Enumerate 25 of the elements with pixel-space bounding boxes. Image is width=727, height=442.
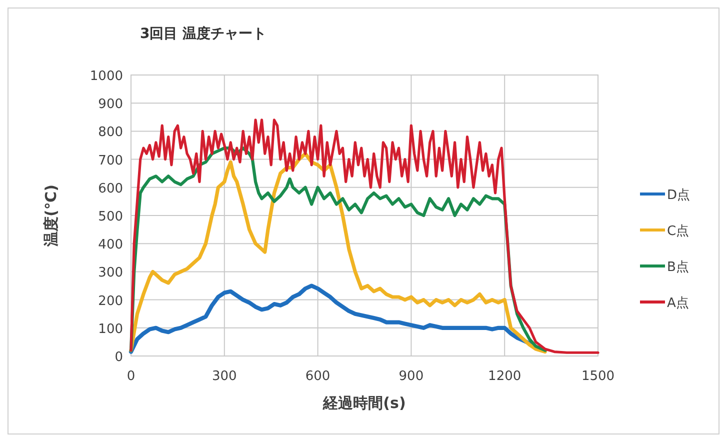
y-tick-label: 300	[98, 266, 123, 281]
y-tick-label: 0	[114, 350, 123, 365]
legend-label: A点	[667, 296, 689, 311]
legend-label: B点	[667, 260, 689, 275]
chart-title: 3回目 温度チャート	[140, 25, 267, 42]
line-series	[130, 118, 600, 354]
legend-label: C点	[667, 224, 690, 239]
y-tick-label: 100	[98, 322, 123, 337]
y-tick-label: 200	[98, 294, 123, 309]
x-axis-title: 経過時間(s)	[322, 394, 406, 412]
y-tick-label: 600	[98, 181, 123, 196]
legend-label: D点	[667, 188, 690, 203]
x-tick-label: 300	[212, 369, 237, 384]
y-tick-label: 1000	[90, 69, 123, 84]
y-tick-label: 500	[98, 210, 123, 224]
x-tick-label: 1500	[581, 369, 615, 384]
y-tick-label: 800	[98, 125, 123, 140]
x-tick-label: 1200	[488, 369, 522, 384]
x-tick-label: 600	[305, 369, 330, 384]
x-tick-label: 900	[398, 369, 424, 384]
y-tick-label: 700	[98, 153, 123, 168]
y-axis-title: 温度(℃)	[42, 184, 60, 248]
y-tick-label: 400	[98, 238, 123, 253]
y-tick-label: 900	[98, 97, 123, 112]
x-tick-label: 0	[126, 369, 136, 384]
